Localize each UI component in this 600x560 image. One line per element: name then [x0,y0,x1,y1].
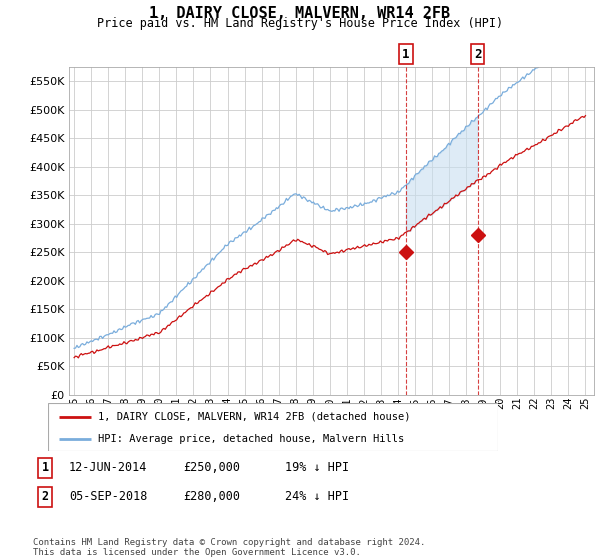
Text: 05-SEP-2018: 05-SEP-2018 [69,490,148,503]
Text: 24% ↓ HPI: 24% ↓ HPI [285,490,349,503]
Text: £280,000: £280,000 [183,490,240,503]
Text: 1: 1 [402,48,410,60]
Text: 12-JUN-2014: 12-JUN-2014 [69,461,148,474]
Text: 1, DAIRY CLOSE, MALVERN, WR14 2FB: 1, DAIRY CLOSE, MALVERN, WR14 2FB [149,6,451,21]
Text: 2: 2 [474,48,481,60]
Text: 1, DAIRY CLOSE, MALVERN, WR14 2FB (detached house): 1, DAIRY CLOSE, MALVERN, WR14 2FB (detac… [97,412,410,422]
Text: 19% ↓ HPI: 19% ↓ HPI [285,461,349,474]
Text: Contains HM Land Registry data © Crown copyright and database right 2024.
This d: Contains HM Land Registry data © Crown c… [33,538,425,557]
Text: Price paid vs. HM Land Registry's House Price Index (HPI): Price paid vs. HM Land Registry's House … [97,17,503,30]
FancyBboxPatch shape [48,403,498,451]
Text: £250,000: £250,000 [183,461,240,474]
Text: 2: 2 [41,490,49,503]
Text: 1: 1 [41,461,49,474]
Text: HPI: Average price, detached house, Malvern Hills: HPI: Average price, detached house, Malv… [97,434,404,444]
